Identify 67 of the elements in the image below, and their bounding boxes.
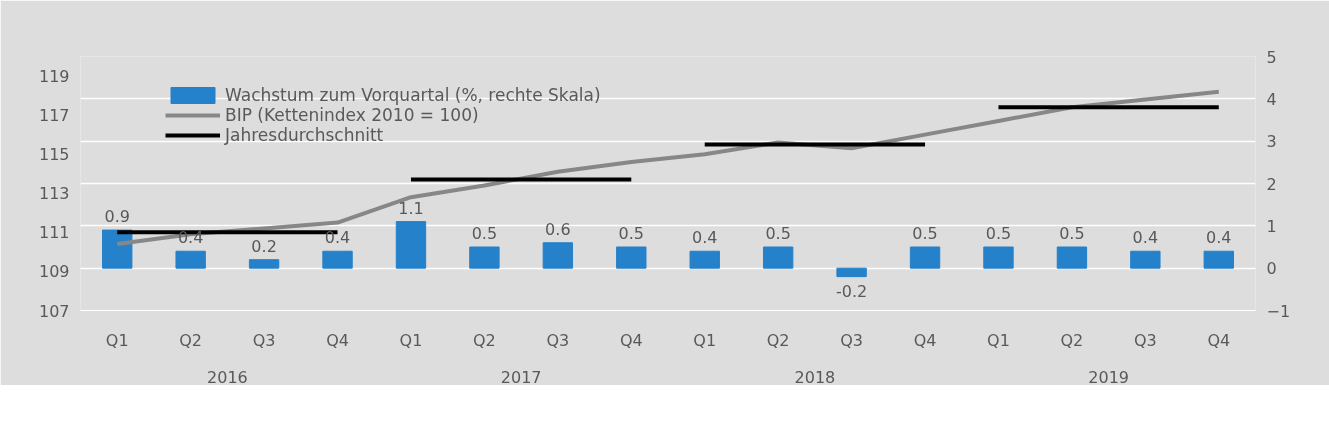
x-tick-label: Q2 — [179, 330, 203, 350]
y2-tick-label: 0 — [1266, 259, 1277, 279]
x-tick-label: Q3 — [252, 330, 276, 350]
bar — [469, 246, 500, 269]
y-tick-label: 113 — [38, 184, 70, 204]
x-tick-label: Q2 — [766, 330, 790, 350]
data-label: 0.4 — [324, 228, 351, 248]
y2-tick-label: −1 — [1266, 301, 1291, 321]
legend-label: Jahresdurchschnitt — [225, 125, 384, 145]
data-label: 0.5 — [618, 224, 645, 243]
bar — [836, 267, 867, 278]
x-tick-label: Q1 — [399, 330, 423, 350]
data-label: 0.5 — [912, 224, 938, 243]
y-tick-label: 109 — [38, 262, 70, 282]
text: 2016 — [207, 367, 248, 387]
text: 2017 — [500, 367, 542, 387]
bar — [1203, 250, 1234, 269]
y-tick-label: 115 — [38, 145, 70, 165]
data-label: 0.2 — [251, 236, 277, 256]
x-tick-label: Q2 — [1060, 330, 1084, 350]
data-label: 0.5 — [1059, 224, 1085, 243]
bar — [1056, 246, 1088, 269]
data-label: 0.4 — [1206, 228, 1232, 248]
legend-label: Wachstum zum Vorquartal (%, rechte Skala) — [225, 85, 601, 105]
y2-tick-label: 3 — [1266, 132, 1277, 152]
data-label: 0.5 — [471, 224, 498, 243]
x-tick-label: Q1 — [987, 330, 1010, 350]
y2-tick-label: 2 — [1266, 174, 1277, 194]
bar — [616, 246, 647, 269]
x-tick-label: Q3 — [1133, 330, 1157, 350]
y2-tick-label: 1 — [1266, 216, 1277, 236]
x-tick-label: Q4 — [913, 330, 937, 350]
data-label: 0.4 — [1132, 228, 1159, 248]
data-label: 1.1 — [398, 198, 424, 218]
data-label: -0.2 — [835, 281, 868, 301]
x-tick-label: Q4 — [1207, 330, 1231, 350]
text: 2018 — [794, 367, 836, 387]
x-tick-label: Q2 — [473, 330, 496, 350]
bar — [1130, 250, 1161, 269]
y-tick-label: 119 — [38, 67, 70, 87]
y-tick-label: 107 — [38, 301, 70, 321]
x-tick-label: Q1 — [693, 330, 717, 350]
data-label: 0.5 — [765, 224, 791, 243]
x-tick-label: Q4 — [326, 330, 349, 350]
y2-tick-label: 5 — [1266, 47, 1277, 67]
data-label: 0.9 — [104, 207, 130, 227]
bar — [689, 250, 720, 269]
bar — [542, 242, 574, 269]
data-label: 0.5 — [985, 224, 1012, 243]
data-label: 0.4 — [692, 228, 718, 248]
bar — [175, 250, 206, 269]
bar — [248, 259, 280, 269]
bar — [983, 246, 1014, 269]
text: 2019 — [1088, 367, 1129, 387]
data-label: 0.6 — [545, 219, 571, 239]
legend-label: BIP (Kettenindex 2010 = 100) — [225, 105, 479, 125]
x-tick-label: Q3 — [546, 330, 570, 350]
bar — [762, 246, 794, 269]
bar — [322, 250, 353, 269]
y-tick-label: 111 — [38, 223, 70, 243]
bar — [395, 221, 427, 269]
x-tick-label: Q4 — [619, 330, 643, 350]
y2-tick-label: 4 — [1266, 89, 1277, 109]
bar — [909, 246, 941, 269]
y-tick-label: 117 — [38, 106, 70, 126]
x-tick-label: Q1 — [105, 330, 129, 350]
x-tick-label: Q3 — [840, 330, 863, 350]
